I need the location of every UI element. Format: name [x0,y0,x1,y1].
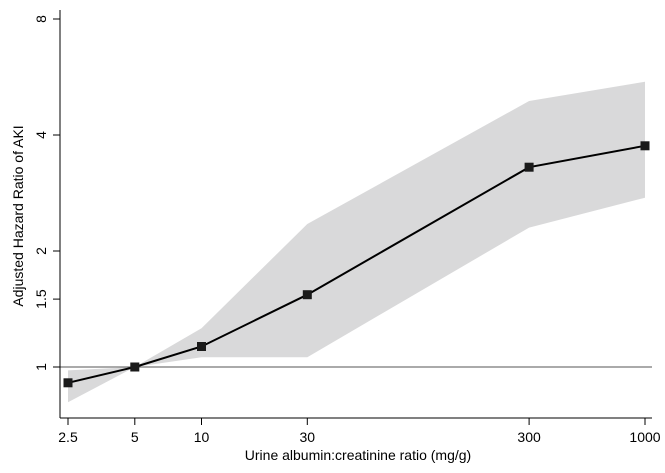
y-tick-label: 2 [33,247,49,255]
x-tick-label: 1000 [629,429,660,445]
y-tick-label: 1.5 [33,289,49,309]
confidence-band [68,81,645,403]
y-tick-label: 8 [33,15,49,23]
x-tick-label: 10 [194,429,210,445]
x-tick-label: 5 [131,429,139,445]
data-point-marker [640,141,650,151]
x-tick-label: 2.5 [58,429,78,445]
labels-layer: Urine albumin:creatinine ratio (mg/g) Ad… [10,125,471,463]
confidence-band-layer [68,81,645,403]
data-point-marker [524,162,534,172]
series-line-layer [67,144,646,384]
x-axis-label: Urine albumin:creatinine ratio (mg/g) [245,447,471,463]
data-point-marker [63,378,73,388]
markers-layer [63,141,650,388]
y-axis-label: Adjusted Hazard Ratio of AKI [10,125,26,306]
axes-layer: 2.5 5 10 30 300 1000 1 1.5 2 4 8 [33,10,661,445]
data-point-marker [302,290,312,300]
data-point-marker [197,342,206,351]
x-tick-label: 300 [517,429,541,445]
y-tick-label: 4 [33,131,49,139]
x-tick-label: 30 [300,429,316,445]
y-tick-label: 1 [33,363,49,371]
data-point-marker [130,362,140,372]
series-line [67,144,646,384]
